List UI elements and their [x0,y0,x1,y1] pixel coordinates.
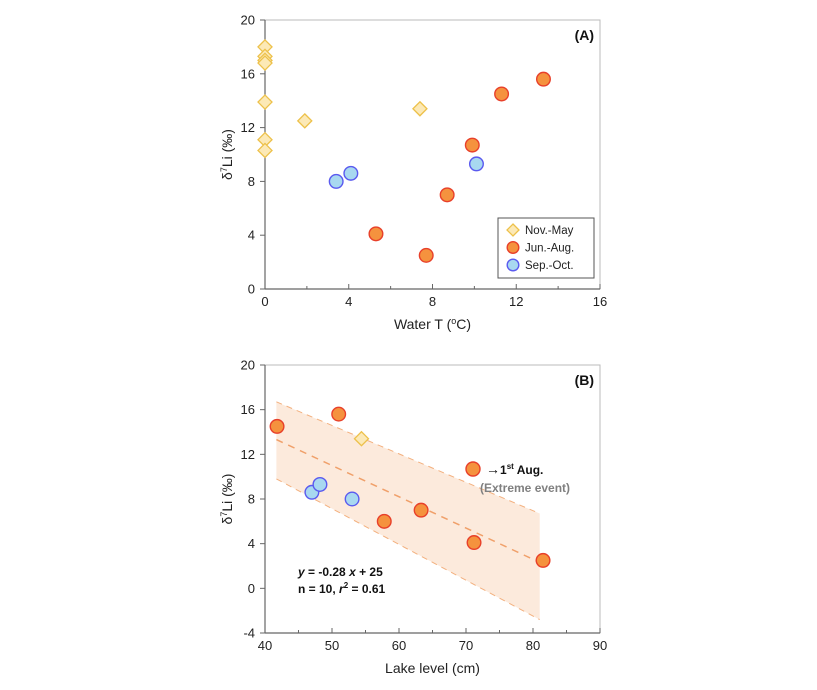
x-tick-label: 80 [526,638,540,653]
data-point-nov-may [257,142,273,159]
y-tick-label: 20 [241,13,255,28]
data-point-nov-may [412,100,428,117]
annotation-marker [465,461,481,477]
data-point-nov-may [296,112,313,129]
data-point-sep-oct [344,491,360,507]
data-point-nov-may [353,430,370,447]
regression-equation: y = -0.28 x + 25 [297,565,383,579]
x-tick-label: 50 [325,638,339,653]
y-tick-label: 16 [241,66,255,81]
y-tick-label: 20 [241,358,255,373]
y-tick-label: 4 [248,536,255,551]
panel-a-x-axis-title: Water T (oC) [394,316,471,332]
x-tick-label: 60 [392,638,406,653]
data-point-jun-aug [269,418,285,434]
extreme-event-annotation: →1st Aug. (Extreme event) [465,461,570,495]
y-tick-label: 0 [248,282,255,297]
panel-a-legend: Nov.-May Jun.-Aug. Sep.-Oct. [497,217,595,279]
x-tick-label: 16 [593,294,607,309]
y-tick-label: 8 [248,492,255,507]
panel-a-points [257,38,551,263]
regression-stats: n = 10, r2 = 0.61 [298,581,386,596]
data-point-jun-aug [368,226,384,242]
x-tick-label: 0 [261,294,268,309]
panel-b-points [269,406,551,568]
panel-a-y-axis-title: δ7Li (‰) [219,129,235,180]
upper-confidence-line [276,401,540,514]
legend-marker-nov-may [506,223,520,237]
x-tick-label: 12 [509,294,523,309]
x-tick-label: 4 [345,294,352,309]
x-tick-label: 70 [459,638,473,653]
panel-a-label: (A) [575,27,594,43]
y-tick-label: 4 [248,228,255,243]
panel-b-y-axis-title: δ7Li (‰) [219,474,235,525]
regression-line [276,438,541,564]
y-tick-label: -4 [243,626,255,641]
data-point-sep-oct [312,476,328,492]
data-point-nov-may [257,55,273,71]
legend-marker-sep-oct [506,258,520,272]
panel-b-label: (B) [575,372,594,388]
legend-marker-jun-aug [506,240,520,254]
y-tick-label: 12 [241,120,255,135]
y-tick-label: 8 [248,174,255,189]
panel-b-x-axis-title: Lake level (cm) [385,660,480,676]
annotation-label: →1st Aug. [486,461,543,477]
data-point-sep-oct [343,165,359,181]
panel-a-ticks: 0 4 8 12 16 0 4 8 12 16 20 [241,13,608,310]
y-tick-label: 16 [241,402,255,417]
confidence-band [276,401,540,620]
annotation-sublabel: (Extreme event) [480,481,570,495]
legend-label: Nov.-May [525,225,574,237]
confidence-band-group [276,401,541,621]
data-point-sep-oct [468,156,484,172]
legend-label: Jun.-Aug. [525,243,574,255]
panel-a: 0 4 8 12 16 0 4 8 12 16 20 (A) Water T (oC) δ7Li (… [219,13,607,333]
data-point-jun-aug [439,187,455,203]
x-tick-label: 8 [429,294,436,309]
data-point-nov-may [257,94,273,110]
data-point-jun-aug [376,513,392,529]
data-point-jun-aug [413,502,429,518]
data-point-jun-aug [535,71,551,87]
x-tick-label: 90 [593,638,607,653]
legend-label: Sep.-Oct. [525,260,574,272]
panel-b-ticks: 40 50 60 70 80 90 -4 0 4 8 12 16 20 [241,358,608,654]
data-point-jun-aug [418,247,434,263]
data-point-jun-aug [494,86,510,102]
data-point-sep-oct [328,173,344,189]
lower-confidence-line [276,478,540,621]
y-tick-label: 12 [241,447,255,462]
data-point-jun-aug [466,535,482,551]
x-tick-label: 40 [258,638,272,653]
data-point-jun-aug [331,406,347,422]
data-point-jun-aug [535,552,551,568]
y-tick-label: 0 [248,581,255,596]
panel-b: 40 50 60 70 80 90 -4 0 4 8 12 16 20 (B) Lake level (… [219,358,607,677]
data-point-jun-aug [464,137,480,153]
